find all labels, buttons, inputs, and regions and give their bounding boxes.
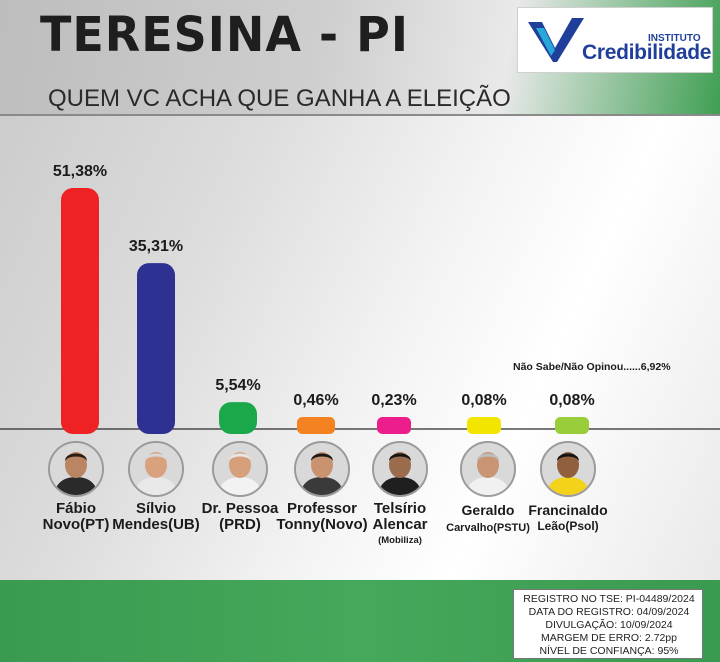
candidate-party: (Mobiliza) (378, 535, 422, 546)
bar-3 (219, 402, 257, 434)
francinaldo-leao-avatar-icon (540, 441, 596, 497)
nao-sabe-annotation: Não Sabe/Não Opinou......6,92% (513, 361, 671, 373)
data-label-7: 0,08% (549, 392, 594, 409)
candidate-name-line2: (PRD) (219, 516, 261, 533)
check-v-icon (528, 18, 584, 62)
candidate-name-line2: Mendes(UB) (112, 516, 200, 533)
candidate-name-2: Sílvio Mendes(UB) (101, 501, 211, 533)
geraldo-carvalho-avatar-icon (460, 441, 516, 497)
candidate-name-7: Francinaldo Leão(Psol) (513, 502, 623, 534)
candidate-name-line1: Telsírio (373, 500, 427, 517)
registro-margem: MARGEM DE ERRO: 2.72pp (541, 632, 677, 644)
data-label-1: 51,38% (53, 163, 107, 180)
registration-info: REGISTRO NO TSE: PI-04489/2024 DATA DO R… (513, 589, 703, 659)
data-label-3: 5,54% (215, 377, 260, 394)
registro-divulgacao: DIVULGAÇÃO: 10/09/2024 (545, 619, 673, 631)
silvio-mendes-avatar-icon (128, 441, 184, 497)
logo: INSTITUTO Credibilidade (517, 7, 713, 73)
candidate-name-3: Dr. Pessoa (PRD) (185, 501, 295, 533)
fabio-novo-avatar-icon (48, 441, 104, 497)
bar-2 (137, 263, 175, 434)
header-divider (0, 114, 720, 116)
candidate-name-line2: Novo(PT) (42, 516, 110, 533)
candidate-name-line2: Leão(Psol) (537, 519, 599, 533)
bar-7 (555, 417, 589, 434)
candidate-name-line1: Geraldo (461, 502, 515, 518)
registro-data: DATA DO REGISTRO: 04/09/2024 (528, 606, 690, 618)
registro-tse: REGISTRO NO TSE: PI-04489/2024 (523, 593, 695, 605)
candidate-name-line1: Fábio (56, 500, 96, 517)
candidate-name-6: Geraldo Carvalho(PSTU) (433, 502, 543, 536)
candidate-name-line2: Tonny(Novo) (276, 516, 368, 533)
candidate-name-line2: Carvalho(PSTU) (446, 522, 530, 534)
bar-5 (377, 417, 411, 434)
bar-1 (61, 188, 99, 434)
candidate-name-4: Professor Tonny(Novo) (267, 501, 377, 533)
page-title: TERESINA - PI (40, 6, 409, 63)
data-label-2: 35,31% (129, 238, 183, 255)
data-label-6: 0,08% (461, 392, 506, 409)
data-label-5: 0,23% (371, 392, 416, 409)
chart-subtitle: QUEM VC ACHA QUE GANHA A ELEIÇÃO (48, 85, 511, 112)
telsirio-alencar-avatar-icon (372, 441, 428, 497)
candidate-name-line2: Alencar (372, 516, 428, 533)
candidate-name-line1: Professor (286, 500, 358, 517)
candidate-name-1: Fábio Novo(PT) (21, 501, 131, 533)
candidate-name-line1: Francinaldo (528, 502, 608, 518)
data-label-4: 0,46% (293, 392, 338, 409)
bar-6 (467, 417, 501, 434)
bar-4 (297, 417, 335, 434)
candidate-name-5: Telsírio Alencar (Mobiliza) (345, 501, 455, 549)
dr-pessoa-avatar-icon (212, 441, 268, 497)
candidate-name-line1: Sílvio (135, 500, 176, 517)
logo-institute-text: INSTITUTO (648, 33, 701, 44)
logo-brand-text: Credibilidade (582, 41, 712, 64)
candidate-name-line1: Dr. Pessoa (201, 500, 279, 517)
registro-confianca: NÍVEL DE CONFIANÇA: 95% (539, 645, 679, 657)
professor-tonny-avatar-icon (294, 441, 350, 497)
